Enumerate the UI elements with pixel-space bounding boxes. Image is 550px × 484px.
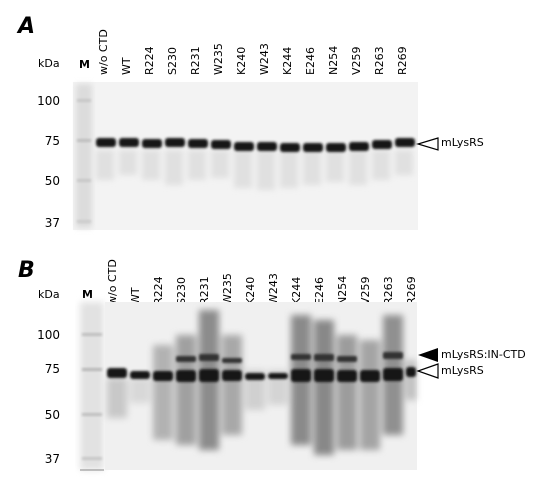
panel-a-letter: A xyxy=(18,14,36,39)
band xyxy=(314,369,334,382)
panel-a-kda-label: kDa xyxy=(38,57,60,70)
band xyxy=(96,138,116,147)
panel-a-gel-image xyxy=(73,82,439,230)
band xyxy=(383,368,403,381)
mw-marker-50: 50 xyxy=(44,174,60,188)
mw-marker-50: 50 xyxy=(44,408,60,422)
open-arrow-icon xyxy=(416,363,439,379)
band xyxy=(222,370,242,381)
mlysrs-bands xyxy=(107,367,416,382)
panel-b: B kDa M w/o CTD WT R224 S230 R231 W235 K… xyxy=(0,240,550,484)
band xyxy=(245,373,265,380)
panel-b-gel-image xyxy=(80,302,439,471)
marker-lane xyxy=(76,84,92,228)
panel-b-marker-label: M xyxy=(82,288,93,301)
band xyxy=(406,367,416,377)
mw-marker-75: 75 xyxy=(44,134,60,148)
band xyxy=(234,142,254,151)
band xyxy=(130,371,150,379)
band xyxy=(199,369,219,382)
panel-a: A kDa M w/o CTD WT R224 S230 R231 W235 K… xyxy=(0,0,550,240)
panel-b-letter: B xyxy=(18,258,35,283)
mw-marker-100: 100 xyxy=(37,328,60,342)
band xyxy=(372,140,392,149)
band xyxy=(211,140,231,149)
band xyxy=(395,138,415,147)
band xyxy=(176,370,196,382)
in-ctd-bands xyxy=(176,352,403,363)
panel-a-marker-label: M xyxy=(79,58,90,71)
band xyxy=(257,142,277,151)
band xyxy=(153,371,173,381)
band xyxy=(337,370,357,382)
panel-b-upper-band-label: mLysRS:IN-CTD xyxy=(441,348,526,361)
open-arrow-icon xyxy=(415,137,439,151)
band xyxy=(291,369,311,382)
band xyxy=(280,143,300,152)
band xyxy=(360,370,380,382)
band xyxy=(107,368,127,378)
band xyxy=(303,143,323,152)
band xyxy=(349,142,369,151)
band xyxy=(326,143,346,152)
band-smears xyxy=(96,150,413,190)
mw-marker-100: 100 xyxy=(37,94,60,108)
band xyxy=(188,139,208,148)
band xyxy=(119,138,139,147)
band xyxy=(268,373,288,379)
band xyxy=(142,139,162,148)
mw-marker-75: 75 xyxy=(44,362,60,376)
panel-b-lower-band-label: mLysRS xyxy=(441,364,484,377)
marker-lane xyxy=(80,302,104,470)
mw-marker-37: 37 xyxy=(44,216,60,230)
band xyxy=(165,138,185,147)
mw-marker-37: 37 xyxy=(44,452,60,466)
filled-arrow-icon xyxy=(418,348,438,362)
mlysrs-bands xyxy=(96,138,415,152)
panel-a-band-label: mLysRS xyxy=(441,136,484,149)
panel-b-kda-label: kDa xyxy=(38,288,60,301)
